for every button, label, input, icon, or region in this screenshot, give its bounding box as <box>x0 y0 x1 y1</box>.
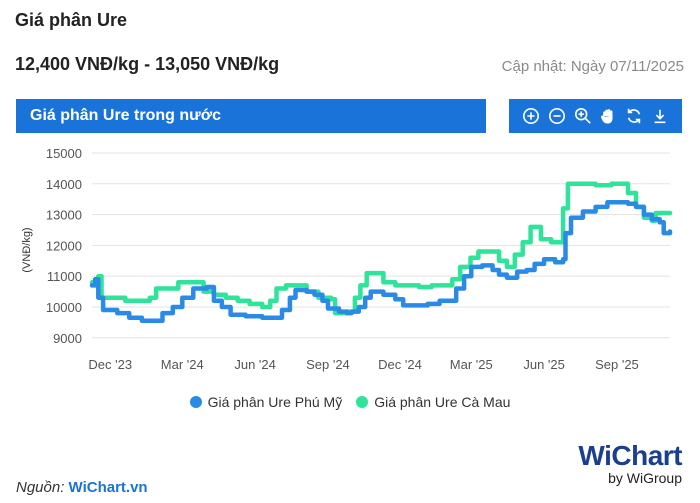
download-icon[interactable] <box>650 106 670 126</box>
chart-panel-title: Giá phân Ure trong nước <box>16 99 486 133</box>
x-tick-label: Sep '25 <box>595 357 639 372</box>
y-tick-label: 10000 <box>46 300 82 315</box>
price-range: 12,400 VNĐ/kg - 13,050 VNĐ/kg <box>15 54 280 74</box>
legend-dot-phu-my <box>189 396 202 408</box>
legend-item-ca-mau[interactable]: Giá phân Ure Cà Mau <box>356 394 510 410</box>
series-line-phu-my <box>89 200 673 324</box>
page-title: Giá phân Ure <box>15 10 128 30</box>
price-line-chart: 9000 10000 11000 12000 13000 14000 15000 (VNĐ/k… <box>21 146 673 372</box>
source-note: Nguồn: WiChart.vn <box>16 479 148 496</box>
y-tick-label: 12000 <box>46 238 82 253</box>
y-tick-label: 11000 <box>47 269 82 284</box>
y-tick-label: 15000 <box>46 146 82 161</box>
y-tick-label: 9000 <box>53 331 82 346</box>
x-tick-label: Dec '23 <box>88 357 132 372</box>
reset-icon[interactable] <box>624 106 644 126</box>
chart-toolbar <box>509 99 682 133</box>
chart-legend: Giá phân Ure Phú Mỹ Giá phân Ure Cà Mau <box>0 394 700 410</box>
zoom-in-icon[interactable] <box>521 106 541 126</box>
updated-date: Cập nhật: Ngày 07/11/2025 <box>501 58 684 75</box>
x-tick-label: Dec '24 <box>378 357 422 372</box>
x-tick-label: Jun '24 <box>234 357 276 372</box>
y-tick-label: 14000 <box>46 177 82 192</box>
logo-subtext: by WiGroup <box>608 470 682 486</box>
x-tick-label: Jun '25 <box>523 357 565 372</box>
legend-item-phu-my[interactable]: Giá phân Ure Phú Mỹ <box>189 394 343 410</box>
x-tick-label: Sep '24 <box>306 357 350 372</box>
series-line-ca-mau <box>89 181 673 316</box>
legend-label-ca-mau: Giá phân Ure Cà Mau <box>374 394 511 410</box>
legend-dot-ca-mau <box>356 396 369 408</box>
source-label: Nguồn: <box>16 479 65 496</box>
pan-hand-icon[interactable] <box>598 106 618 126</box>
logo-text: WiChart <box>578 440 682 471</box>
legend-label-phu-my: Giá phân Ure Phú Mỹ <box>207 394 343 410</box>
source-link[interactable]: WiChart.vn <box>68 479 148 496</box>
x-tick-label: Mar '24 <box>161 357 204 372</box>
x-tick-label: Mar '25 <box>450 357 493 372</box>
y-axis-title: (VNĐ/kg) <box>21 227 33 272</box>
wichart-logo: WiChart by WiGroup <box>578 440 682 486</box>
zoom-out-icon[interactable] <box>547 106 567 126</box>
y-tick-label: 13000 <box>46 208 82 223</box>
zoom-select-icon[interactable] <box>573 106 593 126</box>
